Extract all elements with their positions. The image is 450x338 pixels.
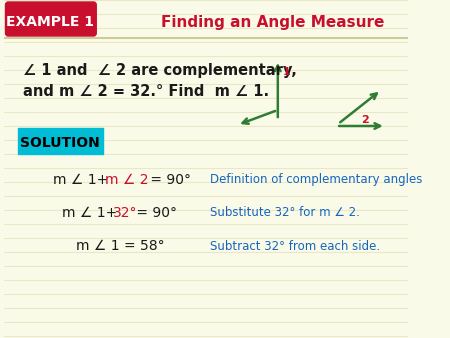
Text: = 90°: = 90° (132, 206, 177, 220)
Text: m ∠ 1+: m ∠ 1+ (53, 173, 108, 187)
Text: m ∠ 1 = 58°: m ∠ 1 = 58° (76, 239, 164, 253)
Text: Definition of complementary angles: Definition of complementary angles (211, 173, 423, 187)
Text: and m ∠ 2 = 32.° Find  m ∠ 1.: and m ∠ 2 = 32.° Find m ∠ 1. (23, 84, 270, 99)
FancyBboxPatch shape (18, 128, 103, 154)
Text: 1: 1 (282, 67, 290, 77)
Text: Finding an Angle Measure: Finding an Angle Measure (161, 15, 384, 29)
FancyBboxPatch shape (5, 2, 96, 36)
Text: m ∠ 1+: m ∠ 1+ (62, 206, 117, 220)
Text: Subtract 32° from each side.: Subtract 32° from each side. (211, 240, 381, 252)
Text: = 90°: = 90° (146, 173, 191, 187)
Text: m ∠ 2: m ∠ 2 (105, 173, 149, 187)
Text: 32°: 32° (113, 206, 138, 220)
Text: SOLUTION: SOLUTION (20, 136, 100, 150)
Text: 2: 2 (361, 115, 369, 125)
Text: EXAMPLE 1: EXAMPLE 1 (6, 15, 94, 29)
Text: ∠ 1 and  ∠ 2 are complementary,: ∠ 1 and ∠ 2 are complementary, (23, 63, 297, 77)
Text: Substitute 32° for m ∠ 2.: Substitute 32° for m ∠ 2. (211, 207, 360, 219)
